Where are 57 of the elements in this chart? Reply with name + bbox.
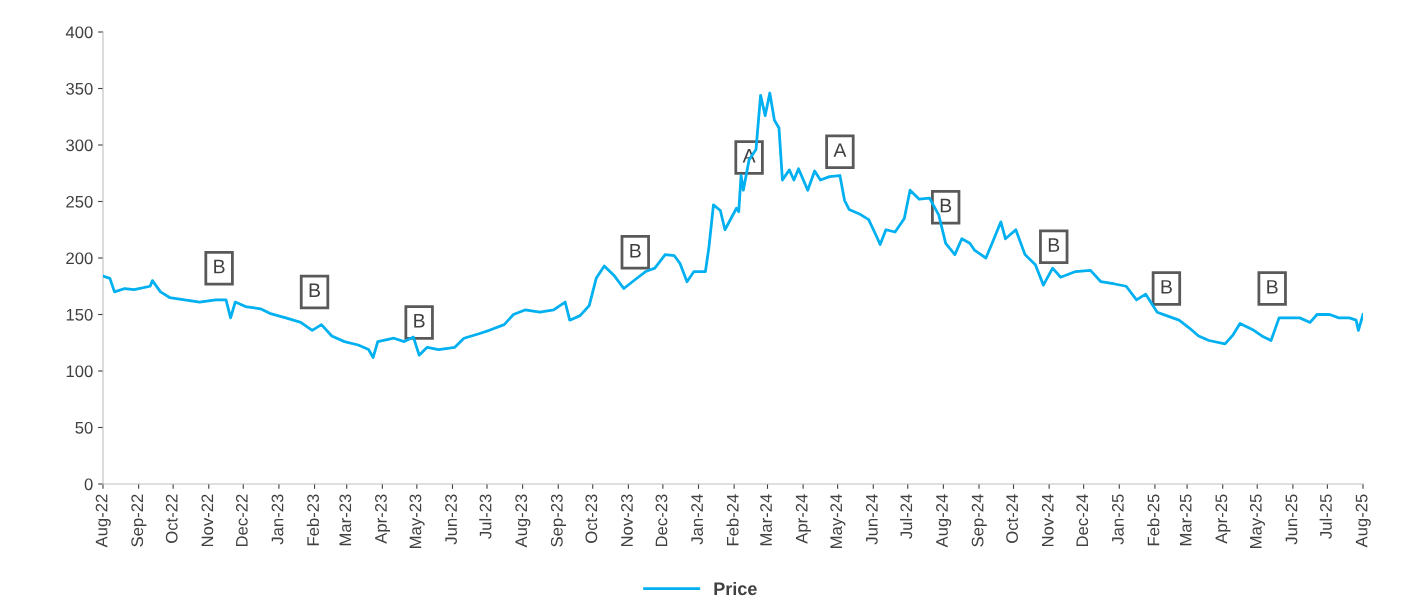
x-tick-label: Apr-25	[1215, 494, 1231, 544]
annotation: B	[414, 314, 425, 328]
legend-label: Price	[714, 581, 757, 596]
x-tick-label: Feb-24	[726, 494, 739, 546]
x-tick-label: Sep-23	[550, 494, 567, 547]
x-tick-label: Sep-22	[131, 494, 147, 547]
annotation: B	[940, 198, 952, 213]
x-tick-label: May-25	[1249, 494, 1265, 548]
annotation: B	[1048, 238, 1060, 252]
x-tick-label: Aug-25	[1355, 494, 1371, 548]
x-tick-label: Nov-23	[621, 494, 633, 547]
x-tick-label: Aug-23	[515, 494, 531, 548]
y-tick-label: 300	[66, 139, 93, 152]
annotation: A	[833, 143, 847, 157]
y-tick-label: 200	[66, 252, 93, 265]
annotation: B	[1161, 280, 1172, 294]
x-tick-label: Dec-24	[1076, 494, 1089, 547]
x-tick-label: Feb-25	[1147, 494, 1160, 546]
y-tick-label: 150	[66, 308, 93, 321]
x-tick-label: Dec-23	[655, 494, 668, 547]
x-tick-label: Apr-24	[795, 494, 811, 544]
x-tick-label: Jul-25	[1319, 494, 1332, 539]
x-tick-label: Jul-24	[899, 494, 913, 539]
x-tick-label: Sep-24	[971, 494, 987, 547]
x-tick-label: May-24	[830, 494, 846, 548]
x-tick-label: Jan-24	[691, 494, 703, 545]
x-tick-label: May-23	[409, 494, 425, 548]
line-series	[103, 91, 1363, 359]
x-tick-label: Oct-24	[1006, 494, 1018, 543]
annotation: B	[309, 283, 320, 297]
x-tick-label: Nov-22	[201, 494, 214, 547]
x-tick-label: Apr-23	[375, 494, 391, 544]
y-tick-label: 50	[75, 421, 93, 434]
y-tick-label: 250	[66, 195, 93, 208]
y-tick-label: 350	[66, 82, 93, 95]
x-tick-label: Nov-24	[1041, 494, 1054, 547]
x-tick-label: Mar-25	[1179, 494, 1192, 546]
x-tick-label: Oct-22	[165, 494, 178, 543]
x-tick-label: Mar-24	[760, 494, 772, 546]
x-tick-label: Dec-22	[235, 494, 248, 547]
x-tick-label: Aug-22	[95, 494, 111, 548]
x-tick-label: Jan-23	[271, 494, 284, 545]
annotation: B	[630, 244, 641, 258]
x-tick-label: Jul-23	[479, 494, 492, 539]
x-tick-label: Jan-25	[1111, 494, 1124, 545]
annotation: B	[1267, 280, 1278, 294]
x-tick-label: Jun-25	[1285, 494, 1298, 545]
annotation: B	[214, 259, 225, 274]
x-tick-label: Jun-24	[865, 494, 878, 545]
y-tick-label: 0	[84, 478, 93, 491]
x-tick-label: Feb-23	[306, 494, 320, 546]
x-tick-label: Oct-23	[585, 494, 598, 543]
y-tick-label: 400	[65, 26, 93, 39]
x-tick-label: Aug-24	[936, 494, 952, 548]
x-tick-label: Jun-23	[445, 494, 457, 545]
y-tick-label: 100	[66, 365, 93, 378]
x-tick-label: Mar-23	[339, 494, 352, 546]
